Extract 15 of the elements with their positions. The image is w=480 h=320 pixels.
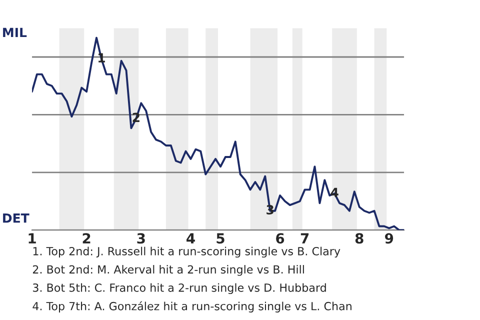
x-tick-label: 3 [137,233,145,244]
x-tick-label: 2 [82,233,90,244]
x-tick-label: 5 [216,233,224,244]
text: MIL [3,28,27,38]
x-tick-label: 1 [28,233,36,244]
x-tick-label: 4 [186,233,195,244]
text: 4. Top 7th: A. González hit a run-scoring single vs L. Chan [32,301,352,312]
text: DET [3,214,30,223]
text: 2. Bot 2nd: M. Akerval hit a 2-run single vs B. Hill [32,265,304,276]
x-tick-label: 9 [385,233,394,244]
x-tick-label: 7 [300,233,309,244]
x-tick-label: 8 [355,233,364,244]
text: 3. Bot 5th: C. Franco hit a 2-run single vs D. Hubbard [33,283,326,294]
text: 1. Top 2nd: J. Russell hit a run-scoring single vs B. Clary [33,246,340,258]
x-tick-label: 6 [276,233,284,244]
